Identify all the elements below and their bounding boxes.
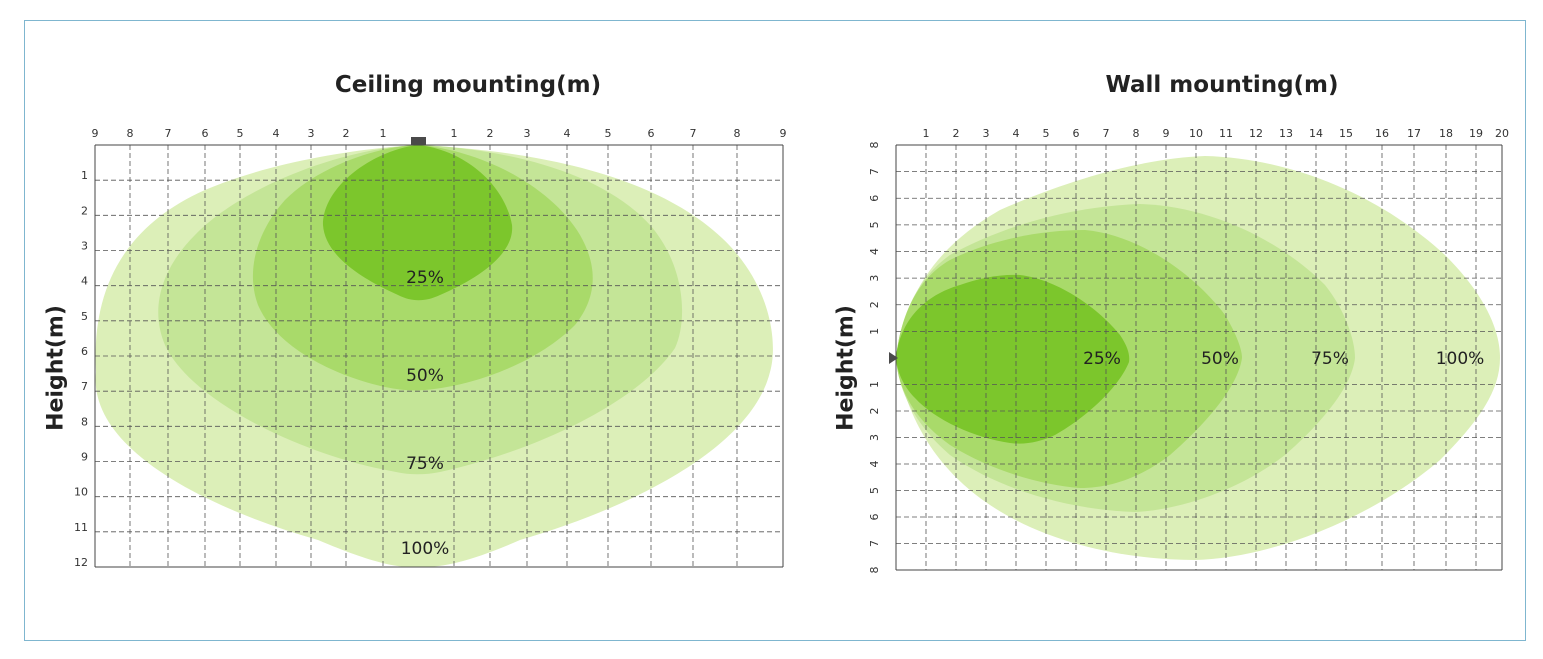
ceiling-x-tick: 9: [92, 127, 99, 140]
ceiling-y-tick: 2: [81, 204, 88, 217]
ceiling-label-75: 75%: [406, 454, 444, 474]
wall-y-tick-down: 3: [868, 434, 881, 441]
ceiling-title: Ceiling mounting(m): [334, 72, 602, 98]
wall-y-tick-up: 3: [868, 275, 881, 282]
wall-x-tick: 16: [1375, 127, 1389, 140]
wall-y-tick-down: 5: [868, 487, 881, 494]
wall-x-tick: 5: [1043, 127, 1050, 140]
wall-zone-25: [896, 274, 1130, 444]
ceiling-x-tick: 6: [202, 127, 209, 140]
ceiling-x-tick: 7: [690, 127, 697, 140]
ceiling-x-tick: 2: [487, 127, 494, 140]
wall-label-25: 25%: [1083, 349, 1121, 369]
ceiling-y-tick: 10: [74, 486, 88, 499]
ceiling-y-tick: 7: [81, 380, 88, 393]
ceiling-y-tick: 8: [81, 415, 88, 428]
wall-x-tick: 12: [1249, 127, 1263, 140]
wall-label-50: 50%: [1201, 349, 1239, 369]
wall-x-tick: 6: [1073, 127, 1080, 140]
wall-fixture: [889, 352, 898, 364]
ceiling-x-tick: 5: [237, 127, 244, 140]
wall-y-tick-up: 2: [868, 301, 881, 308]
ceiling-x-tick: 7: [165, 127, 172, 140]
wall-y-tick-up: 5: [868, 221, 881, 228]
wall-y-tick-down: 4: [868, 461, 881, 468]
ceiling-label-100: 100%: [401, 539, 450, 559]
wall-x-tick: 1: [923, 127, 930, 140]
wall-x-tick: 9: [1163, 127, 1170, 140]
ceiling-y-tick: 12: [74, 556, 88, 569]
wall-x-tick: 10: [1189, 127, 1203, 140]
ceiling-y-tick: 1: [81, 169, 88, 182]
ceiling-fixture: [411, 137, 426, 145]
wall-y-tick-down: 8: [868, 567, 881, 574]
wall-x-tick: 7: [1103, 127, 1110, 140]
wall-x-tick: 4: [1013, 127, 1020, 140]
ceiling-x-tick: 4: [564, 127, 571, 140]
wall-y-tick-up: 8: [868, 142, 881, 149]
ceiling-x-tick: 6: [648, 127, 655, 140]
ceiling-grid: [94, 144, 784, 568]
ceiling-label-50: 50%: [406, 366, 444, 386]
wall-y-tick-down: 1: [868, 381, 881, 388]
wall-y-tick-down: 6: [868, 514, 881, 521]
wall-x-tick: 15: [1339, 127, 1353, 140]
wall-y-tick-up: 6: [868, 195, 881, 202]
ceiling-label-25: 25%: [406, 268, 444, 288]
ceiling-x-tick: 4: [273, 127, 280, 140]
wall-x-tick: 2: [953, 127, 960, 140]
wall-x-tick: 18: [1439, 127, 1453, 140]
wall-y-tick-down: 2: [868, 408, 881, 415]
wall-title: Wall mounting(m): [1105, 72, 1339, 98]
ceiling-x-tick: 9: [780, 127, 787, 140]
ceiling-x-tick: 8: [734, 127, 741, 140]
wall-tick-labels: 1 2 3 4 5 6 7 8 9 10 11 12 13 14 15 16 17 18 19 20876543211…: [868, 127, 1509, 574]
wall-x-tick: 19: [1469, 127, 1483, 140]
wall-y-tick-up: 7: [868, 168, 881, 175]
ceiling-x-tick: 5: [605, 127, 612, 140]
wall-x-tick: 11: [1219, 127, 1233, 140]
ceiling-x-tick: 1: [380, 127, 387, 140]
wall-x-tick: 13: [1279, 127, 1293, 140]
ceiling-x-tick: 8: [127, 127, 134, 140]
wall-x-tick: 8: [1133, 127, 1140, 140]
ceiling-y-tick: 6: [81, 345, 88, 358]
wall-x-tick: 17: [1407, 127, 1421, 140]
ceiling-y-tick: 5: [81, 310, 88, 323]
ceiling-zone-25: [323, 145, 513, 301]
ceiling-y-tick: 4: [81, 275, 88, 288]
wall-x-tick: 14: [1309, 127, 1323, 140]
ceiling-x-tick: 2: [343, 127, 350, 140]
ceiling-x-tick: 3: [524, 127, 531, 140]
wall-x-tick: 3: [983, 127, 990, 140]
wall-y-tick-down: 7: [868, 540, 881, 547]
wall-y-tick-up: 1: [868, 328, 881, 335]
wall-label-75: 75%: [1311, 349, 1349, 369]
ceiling-y-tick: 3: [81, 240, 88, 253]
wall-y-tick-up: 4: [868, 248, 881, 255]
wall-x-tick: 20: [1495, 127, 1509, 140]
diagram-frame: [24, 20, 1526, 641]
ceiling-x-tick: 3: [308, 127, 315, 140]
wall-grid: [895, 144, 1503, 571]
wall-label-100: 100%: [1436, 349, 1485, 369]
ceiling-y-tick: 9: [81, 451, 88, 464]
wall-panel: 1 2 3 4 5 6 7 8 9 10 11 12 13 14 15 16 17 18 19 20876543211…: [868, 127, 1509, 574]
ceiling-y-tick: 11: [74, 521, 88, 534]
ceiling-x-tick: 1: [451, 127, 458, 140]
